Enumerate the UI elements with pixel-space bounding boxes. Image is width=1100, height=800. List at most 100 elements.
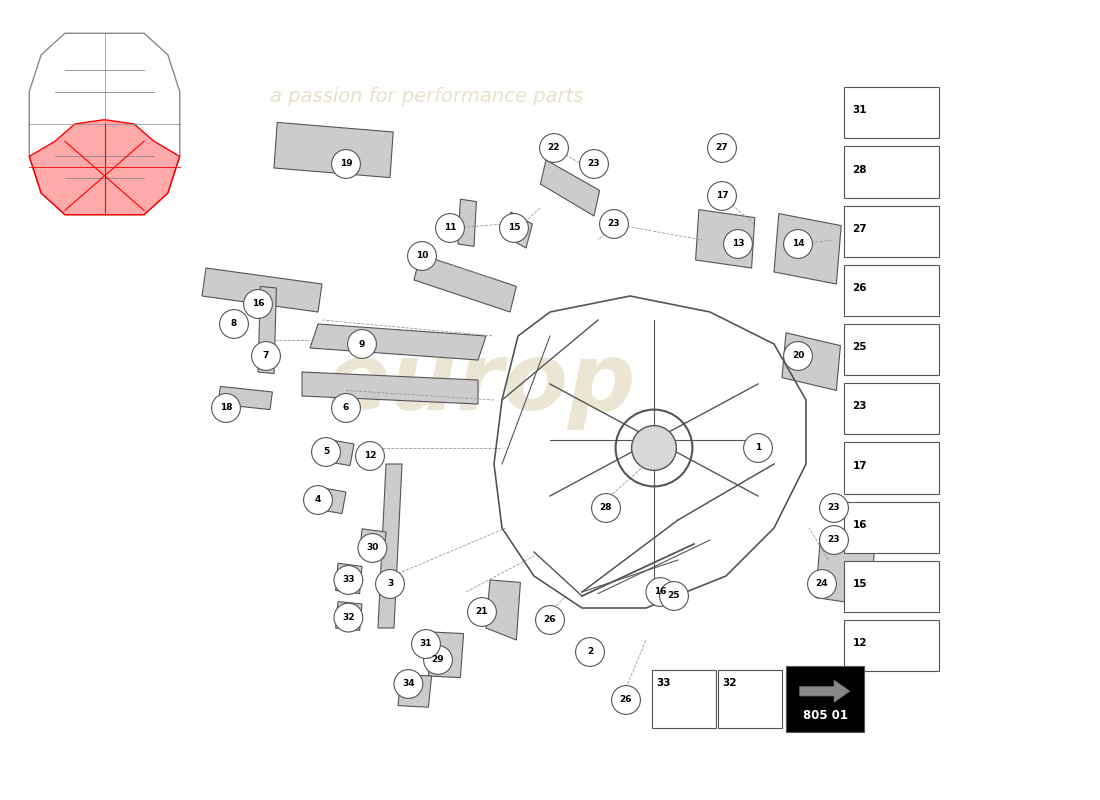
Circle shape (331, 150, 361, 178)
Text: 11: 11 (443, 223, 456, 233)
Text: 14: 14 (792, 239, 804, 249)
Circle shape (408, 242, 437, 270)
FancyBboxPatch shape (718, 670, 782, 728)
Circle shape (424, 646, 452, 674)
FancyBboxPatch shape (652, 670, 716, 728)
Polygon shape (336, 563, 362, 594)
Text: a passion for performance parts: a passion for performance parts (270, 86, 583, 106)
Text: 29: 29 (431, 655, 444, 665)
Circle shape (311, 438, 340, 466)
Text: 8: 8 (231, 319, 238, 329)
Polygon shape (428, 632, 463, 678)
Text: 33: 33 (342, 575, 354, 585)
Text: 22: 22 (548, 143, 560, 153)
Polygon shape (815, 538, 875, 606)
Circle shape (304, 486, 332, 514)
Text: 26: 26 (852, 283, 867, 293)
Text: europ: europ (326, 338, 637, 430)
Circle shape (468, 598, 496, 626)
Polygon shape (318, 438, 354, 466)
Polygon shape (695, 210, 755, 268)
Circle shape (331, 394, 361, 422)
Text: 21: 21 (475, 607, 488, 617)
Circle shape (220, 310, 249, 338)
Text: 32: 32 (342, 613, 354, 622)
Polygon shape (458, 199, 476, 246)
Circle shape (575, 638, 604, 666)
Text: 16: 16 (252, 299, 264, 309)
Text: 18: 18 (220, 403, 232, 413)
Text: 34: 34 (403, 679, 415, 689)
Polygon shape (486, 580, 520, 640)
Text: 28: 28 (852, 165, 867, 174)
Circle shape (499, 214, 528, 242)
Polygon shape (310, 486, 346, 514)
FancyBboxPatch shape (845, 265, 938, 316)
Polygon shape (302, 372, 478, 404)
Polygon shape (218, 386, 273, 410)
Polygon shape (274, 122, 393, 178)
Circle shape (411, 630, 440, 658)
FancyBboxPatch shape (845, 561, 938, 612)
Text: 12: 12 (852, 638, 867, 648)
Text: 23: 23 (827, 535, 840, 545)
Text: 2: 2 (587, 647, 593, 657)
Text: 23: 23 (587, 159, 601, 169)
Polygon shape (505, 212, 532, 248)
Circle shape (375, 570, 405, 598)
Text: 19: 19 (340, 159, 352, 169)
Text: 13: 13 (732, 239, 745, 249)
Circle shape (348, 330, 376, 358)
Text: 23: 23 (852, 402, 867, 411)
Text: 6: 6 (343, 403, 349, 413)
Circle shape (707, 134, 736, 162)
FancyBboxPatch shape (845, 383, 938, 434)
FancyBboxPatch shape (845, 502, 938, 553)
FancyBboxPatch shape (845, 87, 938, 138)
Polygon shape (310, 324, 486, 360)
Circle shape (612, 686, 640, 714)
Circle shape (707, 182, 736, 210)
Circle shape (820, 526, 848, 554)
Circle shape (394, 670, 422, 698)
Polygon shape (800, 680, 850, 702)
Circle shape (334, 603, 363, 632)
Text: 23: 23 (607, 219, 620, 229)
Circle shape (580, 150, 608, 178)
Text: 9: 9 (359, 339, 365, 349)
Text: 25: 25 (852, 342, 867, 352)
Text: 4: 4 (315, 495, 321, 505)
Text: 27: 27 (716, 143, 728, 153)
Text: 805 01: 805 01 (803, 710, 848, 722)
FancyBboxPatch shape (845, 206, 938, 257)
Text: 1: 1 (755, 443, 761, 453)
Circle shape (807, 570, 836, 598)
Text: 10: 10 (416, 251, 428, 261)
Circle shape (592, 494, 620, 522)
Text: 32: 32 (722, 678, 737, 688)
FancyBboxPatch shape (845, 442, 938, 494)
Text: 31: 31 (420, 639, 432, 649)
Circle shape (358, 534, 387, 562)
Circle shape (646, 578, 674, 606)
Text: 15: 15 (508, 223, 520, 233)
Circle shape (724, 230, 752, 258)
Text: 20: 20 (792, 351, 804, 361)
Polygon shape (774, 214, 842, 284)
Polygon shape (202, 268, 322, 312)
Circle shape (783, 230, 813, 258)
Circle shape (243, 290, 273, 318)
Circle shape (436, 214, 464, 242)
Text: 15: 15 (852, 579, 867, 589)
Polygon shape (30, 120, 179, 214)
Text: 33: 33 (657, 678, 671, 688)
Circle shape (820, 494, 848, 522)
Text: 26: 26 (543, 615, 557, 625)
Polygon shape (540, 160, 600, 216)
Text: 25: 25 (668, 591, 680, 601)
Text: 24: 24 (816, 579, 828, 589)
Polygon shape (398, 674, 431, 707)
Text: 26: 26 (619, 695, 632, 705)
Text: 28: 28 (600, 503, 613, 513)
FancyBboxPatch shape (845, 620, 938, 671)
